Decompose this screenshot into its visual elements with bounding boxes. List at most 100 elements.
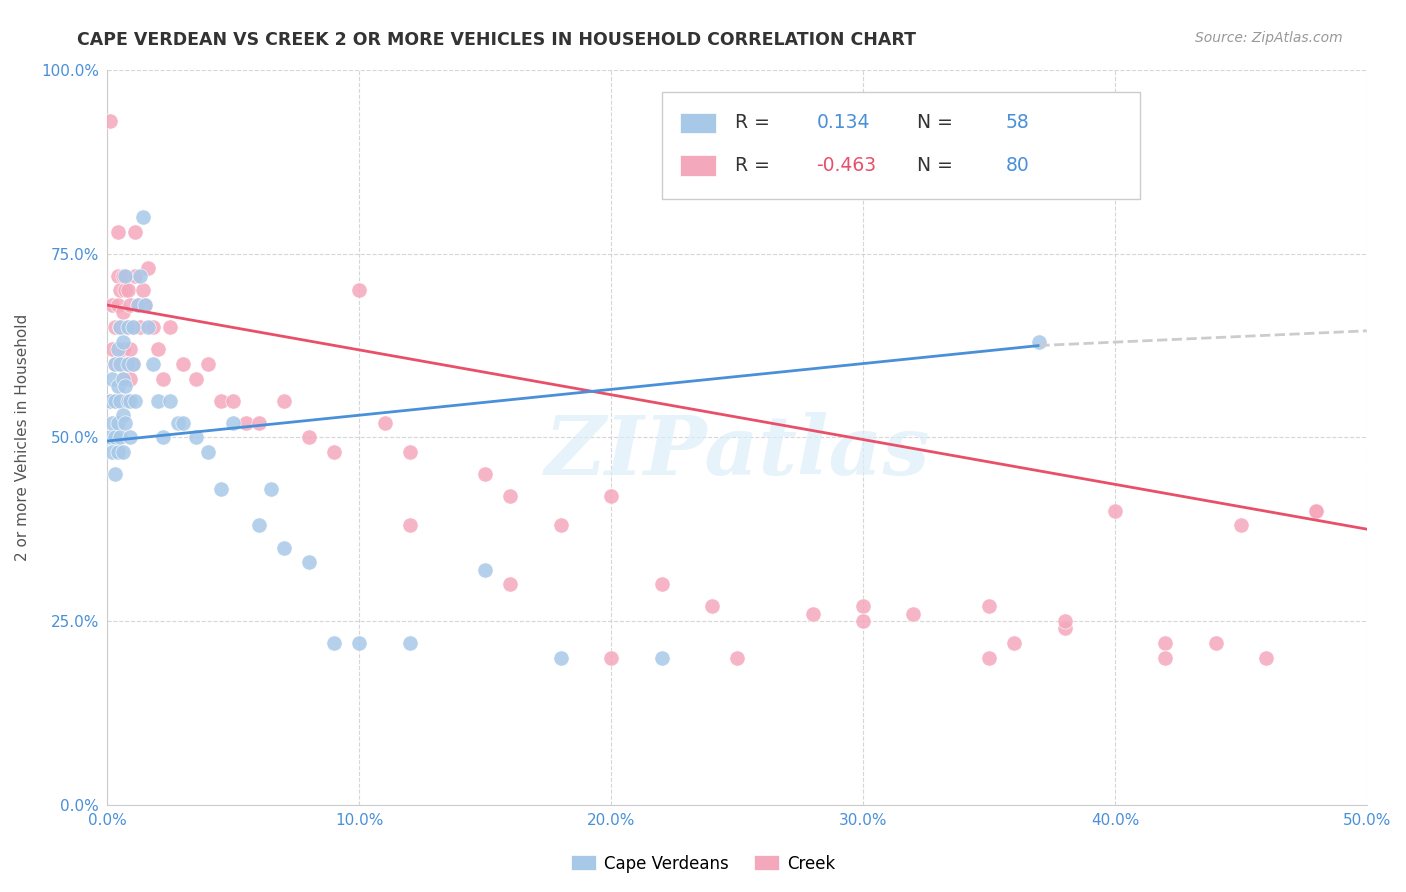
Point: [184, 371, 207, 385]
Text: R =: R =: [734, 156, 776, 175]
Text: N =: N =: [917, 113, 959, 132]
Point: [117, 357, 139, 371]
Point: [1053, 614, 1076, 628]
Point: [273, 393, 295, 408]
Point: [298, 430, 321, 444]
Text: Source: ZipAtlas.com: Source: ZipAtlas.com: [1195, 31, 1343, 45]
Point: [131, 284, 153, 298]
Point: [120, 298, 142, 312]
Point: [222, 393, 245, 408]
Point: [107, 445, 129, 459]
Point: [474, 563, 496, 577]
Point: [114, 320, 136, 334]
Point: [104, 393, 127, 408]
Point: [121, 320, 143, 334]
Point: [111, 445, 134, 459]
Point: [104, 357, 127, 371]
Point: [398, 636, 420, 650]
Point: [159, 320, 181, 334]
Point: [852, 614, 875, 628]
Point: [1205, 636, 1227, 650]
Point: [114, 357, 136, 371]
Point: [108, 320, 131, 334]
Point: [124, 268, 146, 283]
Bar: [681, 112, 716, 133]
Point: [117, 320, 139, 334]
Text: CAPE VERDEAN VS CREEK 2 OR MORE VEHICLES IN HOUSEHOLD CORRELATION CHART: CAPE VERDEAN VS CREEK 2 OR MORE VEHICLES…: [77, 31, 917, 49]
Point: [114, 416, 136, 430]
Point: [499, 577, 522, 591]
Point: [600, 650, 623, 665]
Point: [108, 320, 131, 334]
Point: [349, 284, 371, 298]
Point: [323, 636, 346, 650]
Point: [1104, 504, 1126, 518]
Point: [349, 636, 371, 650]
Point: [152, 430, 174, 444]
Point: [273, 541, 295, 555]
Point: [117, 357, 139, 371]
Point: [104, 430, 127, 444]
Point: [117, 284, 139, 298]
Point: [108, 357, 131, 371]
Point: [101, 445, 124, 459]
Point: [121, 357, 143, 371]
Text: 80: 80: [1005, 156, 1029, 175]
Point: [101, 298, 124, 312]
Point: [725, 650, 748, 665]
Point: [260, 482, 283, 496]
Point: [1028, 334, 1050, 349]
Point: [651, 577, 673, 591]
Point: [114, 379, 136, 393]
Point: [120, 371, 142, 385]
Point: [98, 393, 121, 408]
Point: [172, 416, 194, 430]
Point: [127, 298, 149, 312]
Point: [142, 357, 165, 371]
Point: [700, 599, 723, 614]
Point: [108, 357, 131, 371]
Point: [107, 225, 129, 239]
Point: [107, 268, 129, 283]
Point: [111, 334, 134, 349]
Point: [197, 357, 219, 371]
Point: [474, 467, 496, 481]
Point: [1002, 636, 1025, 650]
Point: [1305, 504, 1327, 518]
Point: [124, 393, 146, 408]
Point: [117, 393, 139, 408]
Point: [111, 371, 134, 385]
Point: [107, 379, 129, 393]
Point: [184, 430, 207, 444]
Point: [398, 518, 420, 533]
Point: [247, 518, 270, 533]
Point: [114, 284, 136, 298]
Point: [134, 298, 156, 312]
Point: [104, 467, 127, 481]
Point: [1230, 518, 1253, 533]
Point: [127, 298, 149, 312]
Bar: [681, 155, 716, 176]
Point: [104, 393, 127, 408]
Point: [111, 409, 134, 423]
Point: [550, 650, 572, 665]
Point: [124, 225, 146, 239]
Point: [1154, 636, 1177, 650]
Point: [104, 320, 127, 334]
Point: [1053, 621, 1076, 635]
Point: [101, 416, 124, 430]
Point: [159, 393, 181, 408]
Point: [120, 342, 142, 356]
Legend: Cape Verdeans, Creek: Cape Verdeans, Creek: [564, 848, 842, 880]
Point: [142, 320, 165, 334]
Point: [172, 357, 194, 371]
Point: [131, 210, 153, 224]
Point: [651, 650, 673, 665]
Point: [136, 261, 159, 276]
Point: [114, 393, 136, 408]
Point: [136, 320, 159, 334]
Point: [101, 371, 124, 385]
Point: [247, 416, 270, 430]
Point: [977, 599, 1000, 614]
Bar: [662, 92, 1140, 199]
